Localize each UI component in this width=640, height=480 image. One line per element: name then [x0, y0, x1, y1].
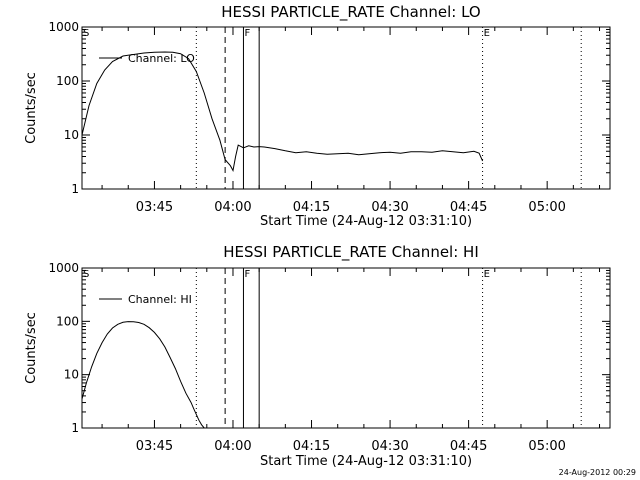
y-tick-label: 1000	[48, 20, 79, 34]
x-tick-label: 04:30	[371, 439, 408, 454]
x-tick-label: 04:45	[450, 439, 487, 454]
series-line	[82, 51, 484, 172]
plot-frame	[81, 267, 611, 429]
x-tick-label: 03:45	[136, 200, 173, 215]
event-marker-label: F	[244, 269, 250, 280]
x-tick-label: 04:15	[293, 200, 330, 215]
x-tick-label: 04:45	[450, 200, 487, 215]
y-axis-label: Counts/sec	[24, 312, 39, 384]
x-tick-label: 04:30	[371, 200, 408, 215]
y-tick-label: 1000	[48, 261, 79, 275]
footer-timestamp: 24-Aug-2012 00:29	[559, 468, 636, 477]
x-axis-label: Start Time (24-Aug-12 03:31:10)	[260, 454, 472, 469]
y-axis-label: Counts/sec	[24, 72, 39, 144]
event-marker-label: E	[484, 269, 490, 280]
event-marker-label: S	[83, 28, 89, 39]
y-tick-label: 10	[64, 368, 79, 382]
x-tick-label: 05:00	[528, 200, 565, 215]
series-line	[82, 321, 205, 428]
panel-hi: HESSI PARTICLE_RATE Channel: HI 1 10 100 100…	[24, 243, 611, 469]
y-tick-label: 1	[71, 182, 79, 196]
chart-title: HESSI PARTICLE_RATE Channel: LO	[221, 3, 480, 22]
x-tick-label: 05:00	[528, 439, 565, 454]
y-tick-label: 10	[64, 128, 79, 142]
chart-title: HESSI PARTICLE_RATE Channel: HI	[223, 243, 479, 262]
legend-label: Channel: HI	[128, 293, 192, 306]
x-tick-label: 04:15	[293, 439, 330, 454]
panel-lo: HESSI PARTICLE_RATE Channel: LO 1 10 100 100…	[24, 3, 611, 229]
event-marker-label: E	[484, 28, 490, 39]
y-tick-label: 1	[71, 421, 79, 435]
y-tick-label: 100	[56, 74, 79, 88]
x-tick-label: 03:45	[136, 439, 173, 454]
legend-label: Channel: LO	[128, 52, 195, 65]
y-tick-label: 100	[56, 314, 79, 328]
x-axis-label: Start Time (24-Aug-12 03:31:10)	[260, 214, 472, 229]
x-tick-label: 04:00	[214, 200, 251, 215]
x-tick-label: 04:00	[214, 439, 251, 454]
event-marker-label: F	[244, 28, 250, 39]
event-marker-label: S	[83, 269, 89, 280]
